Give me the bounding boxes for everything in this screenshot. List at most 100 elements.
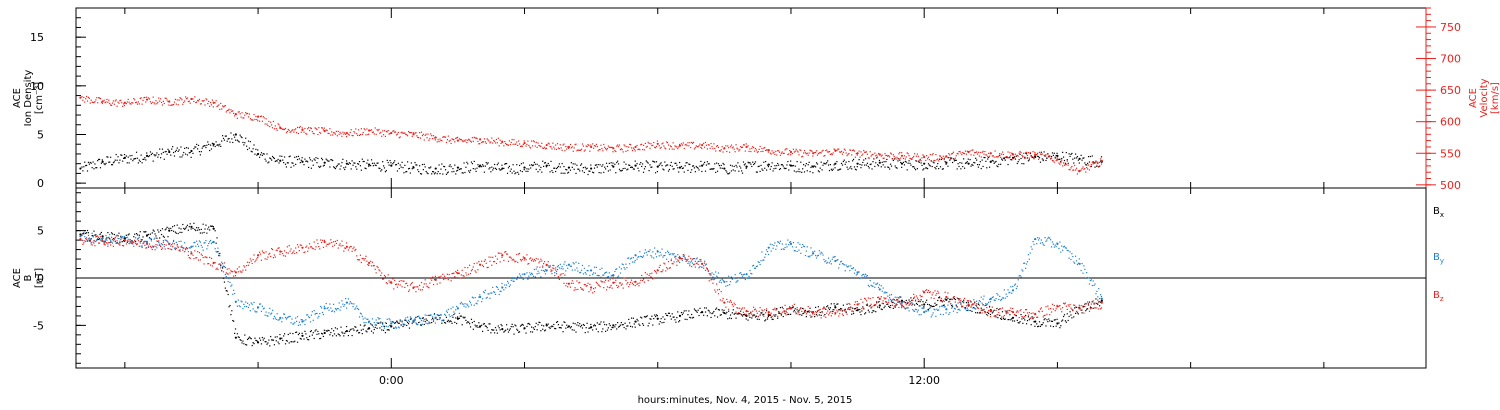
series-bx-dot bbox=[1088, 301, 1091, 303]
series-bz-dot bbox=[141, 246, 143, 249]
series-by-dot bbox=[896, 296, 898, 298]
velocity-series-dot bbox=[1025, 151, 1028, 153]
velocity-series-dot bbox=[440, 139, 442, 142]
series-by-dot bbox=[1085, 277, 1087, 279]
density-series-dot bbox=[456, 169, 459, 171]
velocity-series-dot bbox=[722, 151, 724, 153]
density-series-dot bbox=[489, 167, 491, 169]
density-series-dot bbox=[752, 161, 754, 163]
series-bz-dot bbox=[212, 262, 214, 265]
series-bz-dot bbox=[419, 289, 422, 291]
velocity-series-dot bbox=[594, 145, 597, 147]
density-series-dot bbox=[345, 160, 348, 162]
series-bx-point bbox=[123, 237, 126, 240]
series-bx-dot bbox=[402, 325, 404, 328]
series-by-dot bbox=[711, 272, 713, 274]
velocity-series-dot bbox=[1098, 165, 1100, 168]
density-series-dot bbox=[84, 161, 86, 163]
series-by-dot bbox=[587, 269, 589, 272]
series-by-dot bbox=[498, 293, 500, 296]
velocity-series-dot bbox=[742, 144, 745, 146]
density-series-dot bbox=[150, 153, 152, 156]
density-series-dot bbox=[99, 167, 102, 169]
density-series-dot bbox=[889, 168, 891, 170]
series-by-dot bbox=[317, 317, 319, 319]
density-series-point bbox=[367, 163, 371, 166]
series-bx-dot bbox=[974, 302, 976, 304]
series-by-dot bbox=[390, 320, 392, 323]
series-bx-dot bbox=[217, 250, 219, 253]
series-bx-dot bbox=[845, 311, 847, 314]
series-bx-dot bbox=[870, 307, 872, 309]
series-bx-dot bbox=[992, 311, 994, 313]
series-bx-dot bbox=[319, 338, 321, 340]
series-bz-dot bbox=[424, 279, 426, 281]
velocity-series-dot bbox=[545, 147, 547, 149]
velocity-series-dot bbox=[872, 153, 874, 155]
series-by-dot bbox=[162, 240, 164, 242]
series-bx-dot bbox=[397, 322, 399, 324]
density-series-dot bbox=[481, 164, 484, 166]
velocity-series-dot bbox=[260, 115, 263, 117]
density-series-dot bbox=[987, 158, 989, 160]
series-bx-dot bbox=[576, 324, 578, 326]
series-bx-dot bbox=[943, 304, 945, 306]
series-bx-dot bbox=[655, 314, 658, 316]
velocity-series-dot bbox=[791, 152, 794, 155]
series-bx-dot bbox=[144, 231, 146, 233]
velocity-series-dot bbox=[166, 99, 168, 101]
velocity-series-dot bbox=[367, 133, 369, 136]
series-by-dot bbox=[852, 268, 854, 270]
series-bz-dot bbox=[121, 237, 123, 239]
series-bx-dot bbox=[692, 316, 695, 319]
series-bx-dot bbox=[897, 301, 899, 303]
velocity-series-dot bbox=[861, 154, 863, 156]
series-bx-dot bbox=[838, 309, 840, 311]
density-series-dot bbox=[943, 158, 945, 160]
density-series-dot bbox=[296, 158, 299, 161]
velocity-series-dot bbox=[965, 153, 968, 155]
series-bz-dot bbox=[405, 283, 407, 285]
velocity-series-point bbox=[590, 145, 593, 149]
velocity-series-dot bbox=[279, 126, 281, 128]
velocity-series-dot bbox=[984, 150, 986, 153]
density-series-dot bbox=[818, 171, 820, 173]
legend-main: B bbox=[1433, 290, 1440, 301]
velocity-series-dot bbox=[951, 152, 954, 155]
velocity-series-dot bbox=[296, 132, 298, 134]
density-series-dot bbox=[1010, 158, 1012, 161]
series-bx-dot bbox=[277, 341, 279, 343]
velocity-series-dot bbox=[242, 117, 244, 119]
series-bx-dot bbox=[641, 317, 643, 319]
velocity-series-dot bbox=[1044, 154, 1046, 156]
series-bx-dot bbox=[160, 229, 162, 232]
velocity-series-dot bbox=[210, 104, 213, 106]
series-bz-dot bbox=[114, 237, 116, 239]
series-by-dot bbox=[552, 264, 554, 267]
density-series-dot bbox=[779, 168, 782, 170]
series-bz-dot bbox=[328, 243, 330, 245]
velocity-series-dot bbox=[215, 100, 217, 102]
velocity-series-dot bbox=[827, 151, 829, 153]
series-by-dot bbox=[721, 278, 723, 280]
series-by-dot bbox=[907, 307, 909, 309]
density-series-point bbox=[279, 159, 282, 162]
series-bz-point bbox=[101, 239, 104, 243]
series-by-dot bbox=[755, 265, 758, 268]
series-bx-dot bbox=[743, 313, 745, 315]
series-bx-dot bbox=[199, 232, 201, 234]
velocity-series-dot bbox=[378, 128, 380, 131]
series-by-dot bbox=[841, 263, 844, 265]
density-series-dot bbox=[1100, 156, 1103, 158]
density-series-dot bbox=[840, 162, 843, 165]
velocity-series-dot bbox=[330, 134, 332, 136]
density-series-dot bbox=[311, 160, 313, 162]
series-bx-dot bbox=[283, 333, 286, 335]
series-by-dot bbox=[463, 305, 465, 307]
series-bx-dot bbox=[527, 323, 529, 325]
density-series-dot bbox=[680, 165, 683, 168]
velocity-series-dot bbox=[567, 146, 569, 148]
velocity-series-dot bbox=[147, 97, 150, 99]
velocity-series-dot bbox=[404, 132, 406, 134]
velocity-series-dot bbox=[897, 158, 899, 160]
